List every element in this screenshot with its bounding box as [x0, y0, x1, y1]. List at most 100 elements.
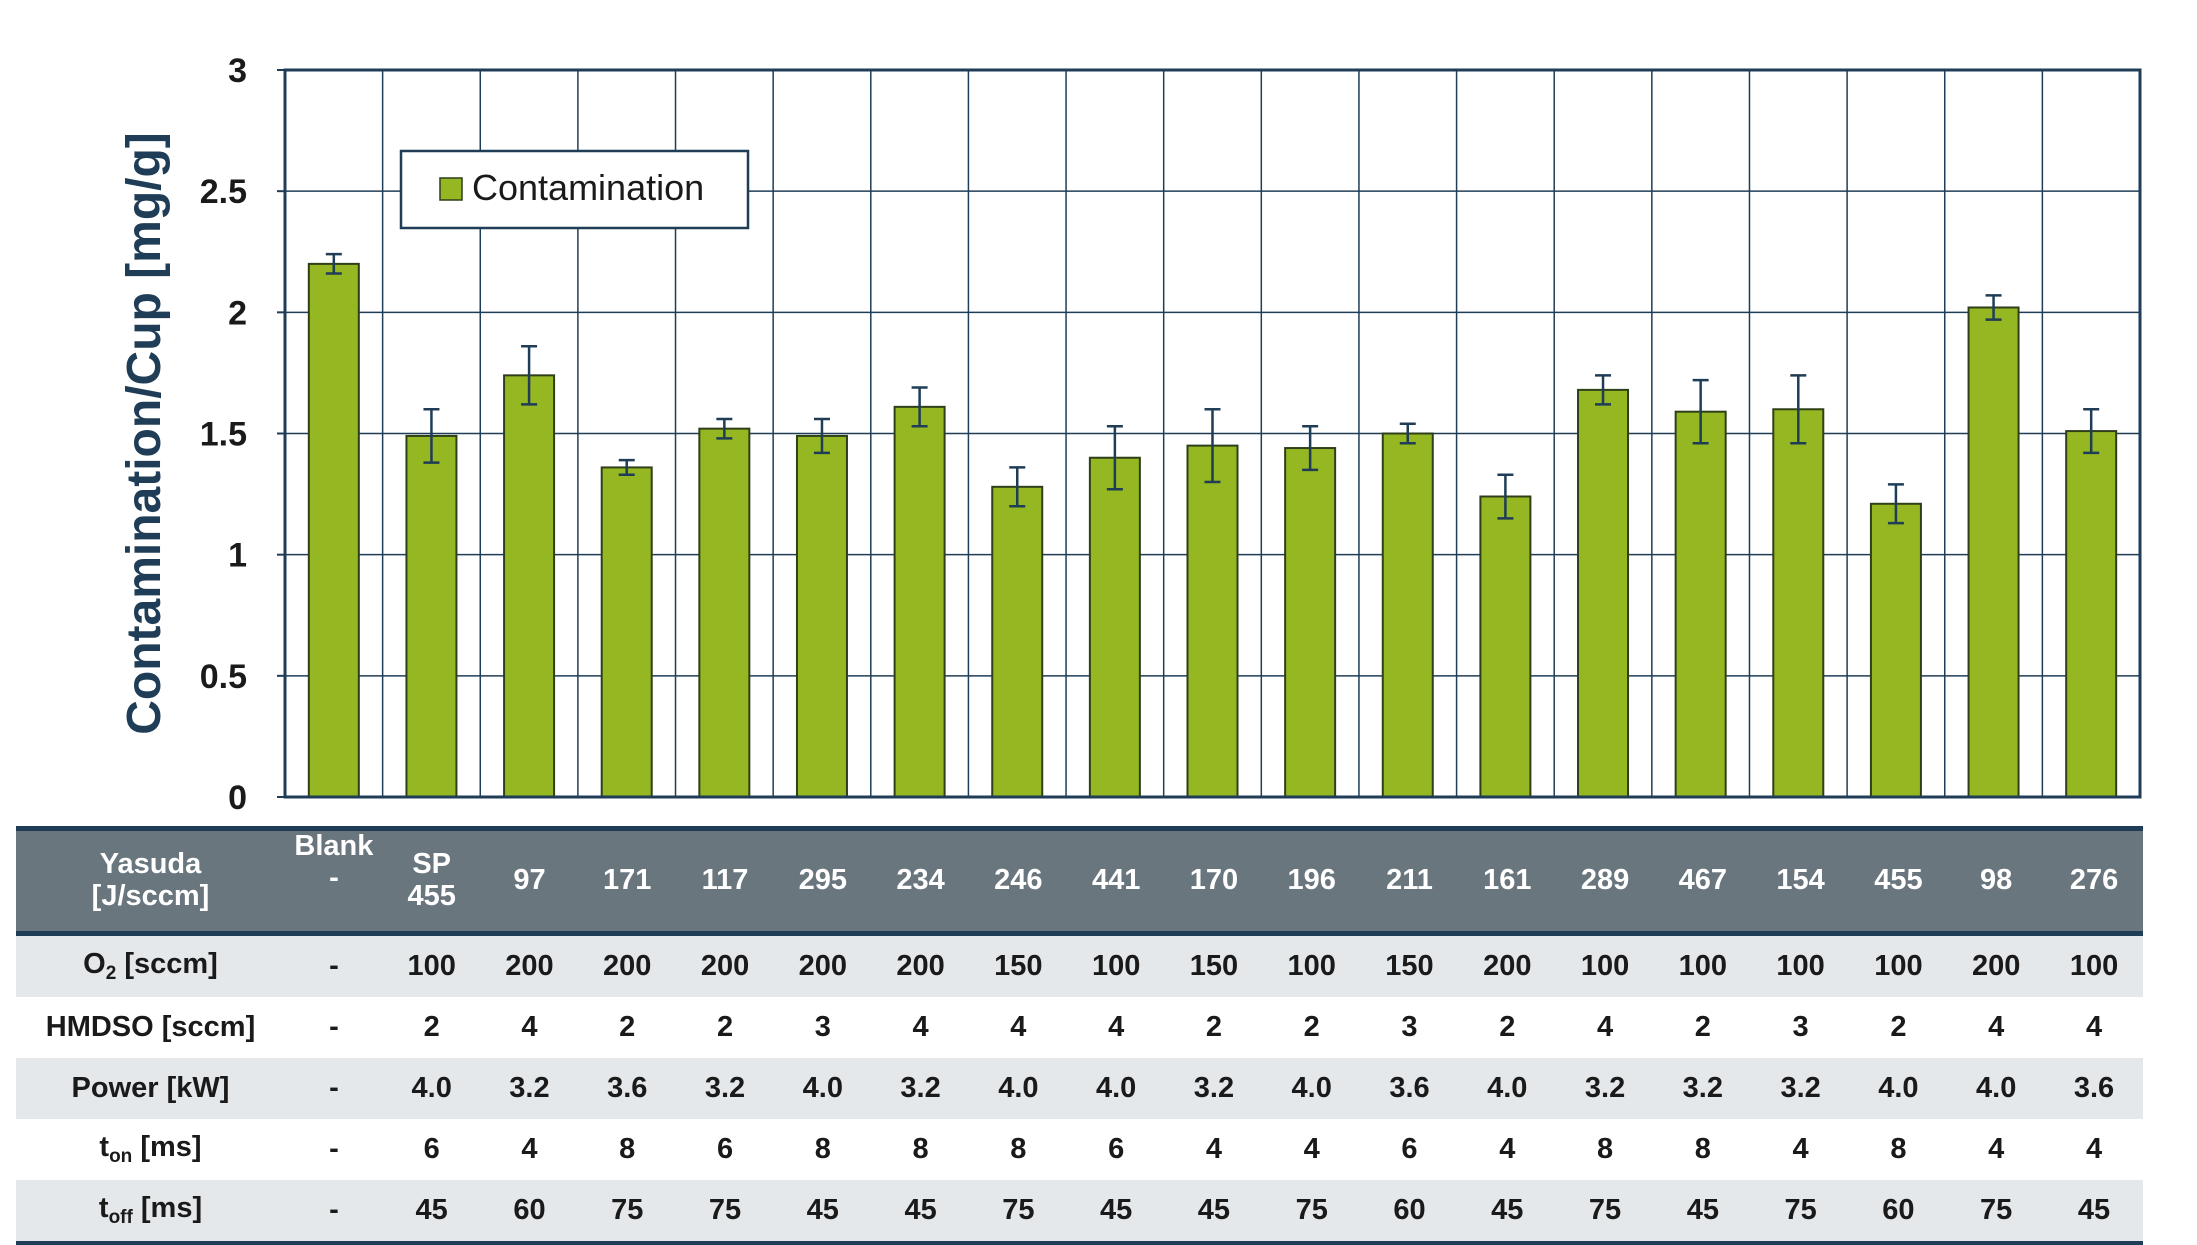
cell-value: 4.0 — [1976, 1071, 2017, 1104]
table-cell: 289 — [1556, 826, 1654, 936]
table-cell: 2 — [383, 997, 481, 1058]
cell-value: 98 — [1980, 864, 2013, 897]
bar — [1674, 410, 1727, 798]
table-cell: 200 — [871, 933, 970, 997]
cell-value: 171 — [603, 864, 652, 897]
cell-value: 2 — [1303, 1010, 1320, 1043]
cell-value: 4 — [521, 1010, 538, 1043]
bar — [991, 485, 1044, 798]
cell-value: 246 — [994, 864, 1043, 897]
cell-value: 100 — [2069, 949, 2119, 982]
cell-value: 60 — [1393, 1193, 1426, 1226]
table-cell: 4.0 — [1458, 1058, 1557, 1119]
table-cell: 75 — [578, 1180, 677, 1245]
table-cell: - — [285, 997, 383, 1058]
cell-value: 4 — [1205, 1132, 1222, 1165]
cell-value: 6 — [1108, 1132, 1125, 1165]
y-tick-label: 1 — [228, 537, 247, 575]
table-row: toff [ms] - 45 60 75 75 45 45 75 45 45 75 60 45 75 45 75… — [16, 1180, 2143, 1245]
row-header: HMDSO [sccm] — [16, 997, 285, 1058]
cell-value: 100 — [1287, 949, 1336, 982]
table-cell: 3.6 — [2045, 1058, 2143, 1119]
row-header-label: Power [kW] — [71, 1071, 230, 1104]
cell-value: 4 — [2085, 1010, 2103, 1043]
table-cell: 4 — [1556, 997, 1654, 1058]
table-cell: 100 — [1556, 933, 1654, 997]
cell-value: - — [329, 861, 339, 894]
cell-value: 276 — [2069, 864, 2119, 897]
cell-value: 4.0 — [1291, 1071, 1332, 1104]
legend-label: Contamination — [472, 167, 704, 208]
cell-value: 100 — [1776, 949, 1825, 982]
cell-value: 200 — [1971, 949, 2021, 982]
legend: Contamination — [399, 149, 750, 230]
bar — [503, 374, 556, 798]
table-cell: 200 — [1458, 933, 1557, 997]
legend-swatch — [439, 177, 463, 201]
table-cell: 200 — [578, 933, 677, 997]
table-cell: - — [285, 1180, 383, 1245]
table-cell: 100 — [2045, 933, 2143, 997]
row-header-label: t — [99, 1130, 110, 1163]
cell-value: 100 — [1874, 949, 1923, 982]
table-cell: 75 — [1751, 1180, 1850, 1245]
cell-value: 97 — [513, 864, 546, 897]
y-tick-label: 2 — [228, 294, 247, 332]
table-cell: 45 — [2045, 1180, 2143, 1245]
cell-value: 4.0 — [1095, 1071, 1137, 1104]
cell-value: 75 — [708, 1193, 742, 1226]
table-cell: 3.2 — [1556, 1058, 1654, 1119]
cell-value: 4 — [1988, 1132, 2005, 1165]
cell-value: 3.6 — [1389, 1071, 1430, 1104]
table-cell: 100 — [1751, 933, 1850, 997]
table-cell: 4.0 — [1067, 1058, 1166, 1119]
table-cell: 150 — [1165, 933, 1263, 997]
cell-value: - — [329, 1193, 339, 1226]
row-header-subscript: off — [108, 1206, 133, 1228]
table-cell: 161 — [1458, 826, 1557, 936]
cell-value: 75 — [1588, 1193, 1622, 1226]
table-cell: 170 — [1165, 826, 1263, 936]
cell-value: 8 — [1890, 1132, 1907, 1165]
table-cell: SP 455 — [382, 826, 481, 936]
cell-value: 467 — [1678, 864, 1728, 897]
row-header-unit: [ms] — [132, 1191, 203, 1224]
table-cell: 3.2 — [1751, 1058, 1850, 1119]
cell-value: 75 — [1784, 1193, 1817, 1226]
table-cell: 2 — [1850, 997, 1948, 1058]
table-cell: 2 — [1165, 997, 1263, 1058]
table-cell: 200 — [480, 933, 579, 997]
table-cell: 8 — [1654, 1119, 1752, 1180]
table-cell: 8 — [1556, 1119, 1654, 1180]
table-cell: 60 — [1849, 1180, 1948, 1245]
y-tick-label: 3 — [228, 52, 247, 90]
cell-value: 45 — [904, 1193, 937, 1226]
table-cell: 2 — [1654, 997, 1752, 1058]
cell-value: 3.2 — [509, 1071, 550, 1104]
cell-value: 8 — [912, 1132, 929, 1165]
table-cell: 2 — [578, 997, 676, 1058]
table-cell: - — [285, 933, 383, 997]
row-header-label: HMDSO [sccm] — [45, 1010, 256, 1043]
cell-value: 3 — [1401, 1010, 1418, 1043]
table-cell: 75 — [1262, 1180, 1361, 1245]
bars — [307, 262, 2118, 799]
table-cell: 75 — [1947, 1180, 2046, 1245]
table-cell: 150 — [969, 933, 1068, 997]
table-cell: 6 — [676, 1119, 774, 1180]
bar — [1186, 444, 1239, 798]
cell-value: 3.2 — [704, 1071, 746, 1104]
bar — [1577, 388, 1630, 798]
cell-value: 441 — [1091, 864, 1141, 897]
row-header: ton [ms] — [16, 1119, 285, 1180]
table-row: O2 [sccm] - 100 200 200 200 200 200 150 100 150 100… — [16, 933, 2143, 997]
row-header-subscript: 2 — [105, 962, 117, 984]
table-cell: 4.0 — [382, 1058, 481, 1119]
bar — [1479, 495, 1532, 798]
cell-value: 234 — [896, 864, 945, 897]
cell-value: SP — [412, 848, 452, 881]
table-cell: 60 — [480, 1180, 579, 1245]
table-cell: 171 — [578, 826, 677, 936]
cell-value: 455 — [407, 880, 456, 912]
bar — [795, 434, 848, 798]
